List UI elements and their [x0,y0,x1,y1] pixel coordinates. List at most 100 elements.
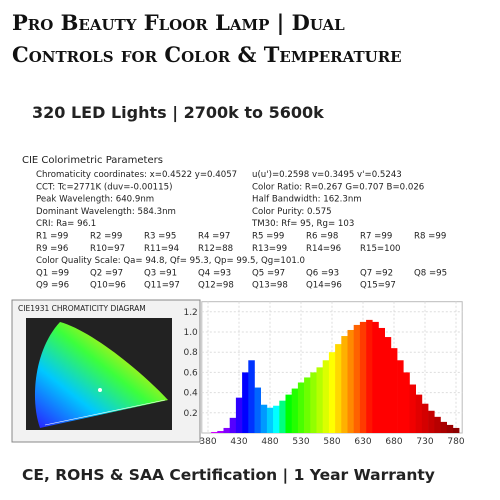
spectrum-bar [235,397,243,433]
report-cell: R14=96 [306,244,341,254]
spectrum-bar [304,377,311,433]
y-tick-label: 0.2 [183,409,197,419]
spectrum-bar [217,430,224,433]
y-tick-label: 0.6 [183,368,198,378]
report-cell: Color Ratio: R=0.267 G=0.707 B=0.026 [252,182,424,192]
report-cell: R10=97 [90,244,125,254]
title-line: Controls for Color & Temperature [12,42,402,67]
report-cell: Q8 =95 [414,268,447,278]
spectrum-bar [347,329,354,433]
report-cell: R15=100 [360,244,401,254]
spectrum-bar [372,321,379,433]
report-cell: Chromaticity coordinates: x=0.4522 y=0.4… [36,170,237,180]
spectrum-bar [273,405,280,433]
spectrum-bar [291,388,299,433]
spectrum-bar [353,324,361,433]
y-tick-label: 1.2 [183,308,197,318]
subtitle: 320 LED Lights | 2700k to 5600k [32,103,324,123]
spectrum-bar [452,427,460,433]
spectrum-bar [285,394,292,433]
footer: CE, ROHS & SAA Certification | 1 Year Wa… [22,466,435,485]
report-cell: R7 =99 [360,232,392,242]
spectrum-bar [446,424,454,433]
spectrum-bar [260,404,268,433]
spectrum-bar [366,319,373,433]
report-cell: Q14=96 [306,281,342,291]
report-cell: Dominant Wavelength: 584.3nm [36,207,176,217]
spectrum-bar [297,382,305,433]
report-cell: TM30: Rf= 95, Rg= 103 [251,219,354,229]
report-cell: CRI: Ra= 96.1 [36,219,96,229]
spectrum-bar [211,431,218,433]
spectrum-bar [310,372,317,433]
x-tick-label: 580 [323,437,340,447]
x-tick-label: 680 [385,437,402,447]
report-cell: R6 =98 [306,232,338,242]
spectrum-bar [242,372,249,433]
x-tick-label: 530 [292,437,309,447]
spectrum-bar [428,410,435,433]
report-cell: Q2 =97 [90,268,123,278]
report-cell: Peak Wavelength: 640.9nm [36,195,154,205]
y-tick-label: 0.4 [183,389,198,399]
report-cell: Q13=98 [252,281,288,291]
report-cell: u(u')=0.2598 v=0.3495 v'=0.5243 [252,170,402,180]
spectrum-bar [254,387,261,433]
report-cell: Q6 =93 [306,268,339,278]
spectrum-bar [229,417,237,433]
report-cell: Q10=96 [90,281,126,291]
spectrum-bar [359,321,367,433]
report-cell: Q4 =93 [198,268,231,278]
report-cell: R4 =97 [198,232,230,242]
report-cell: Q7 =92 [360,268,393,278]
spectrum-bar [279,400,286,433]
x-tick-label: 730 [416,437,433,447]
spectrum-bar [378,327,385,433]
spectrum-bar [434,416,441,433]
report-cell: Q3 =91 [144,268,177,278]
report-cell: Q9 =96 [36,281,69,291]
report-cell: R11=94 [144,244,179,254]
cie-title: CIE1931 CHROMATICITY DIAGRAM [18,304,146,313]
report-cell: Q11=97 [144,281,180,291]
report-cell: R13=99 [252,244,287,254]
spectrum-chart: 0.2 0.4 0.6 0.8 1.0 1.2 380 430 480 530 580 630 680 7… [183,301,465,447]
report-cell: R12=88 [198,244,233,254]
y-tick-label: 1.0 [183,328,198,338]
cie-point [98,388,102,392]
x-tick-label: 780 [447,437,464,447]
report-cell: R2 =99 [90,232,122,242]
report-cell: R5 =99 [252,232,284,242]
spectrum-bar [316,367,323,433]
spectrum-bar [421,403,429,433]
y-tick-label: 0.8 [183,348,198,358]
cie-line [44,399,166,426]
report-cell: Color Quality Scale: Qa= 94.8, Qf= 95.3,… [36,256,305,266]
report: Chromaticity coordinates: x=0.4522 y=0.4… [36,170,447,291]
x-tick-label: 430 [230,437,247,447]
report-cell: Q5 =97 [252,268,285,278]
report-cell: R1 =99 [36,232,68,242]
cie-horseshoe [34,322,168,428]
report-cell: R9 =96 [36,244,68,254]
cie-diagram: CIE1931 CHROMATICITY DIAGRAM [11,299,201,443]
spectrum-bar [384,337,392,433]
title-line: Pro Beauty Floor Lamp | Dual [12,10,345,35]
spectrum-bar [248,360,255,433]
spectrum-bar [440,421,447,433]
report-cell: Half Bandwidth: 162.3nm [252,195,362,205]
x-tick-label: 380 [199,437,216,447]
spectrum-bar [390,348,398,433]
spectrum-bar [409,384,416,433]
report-cell: CCT: Tc=2771K (duv=-0.00115) [36,182,172,192]
report-cell: Color Purity: 0.575 [252,207,332,217]
report-cell: R8 =99 [414,232,446,242]
x-tick-label: 480 [261,437,278,447]
spectrum-bar [266,407,274,433]
spectrum-bar [328,352,336,433]
spectrum-bar [322,360,330,433]
report-cell: R3 =95 [144,232,176,242]
report-cell: Q15=97 [360,281,396,291]
spectrum-bar [403,372,410,433]
